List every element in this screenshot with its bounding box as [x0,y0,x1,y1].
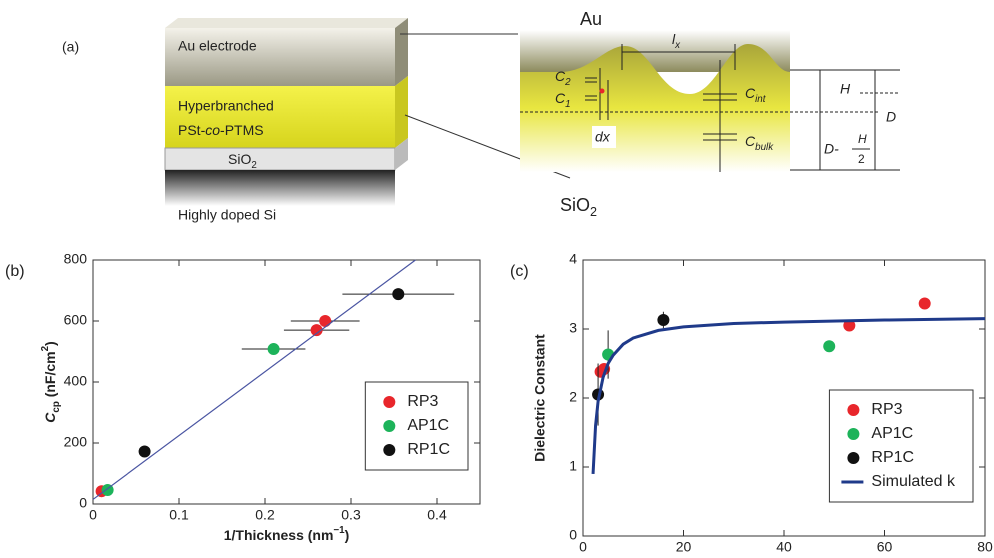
point [139,446,151,458]
au-top-face [165,18,408,28]
point [657,314,669,326]
text-part: 2 [590,205,597,219]
legend-swatch [383,444,395,456]
text-part: 2 [564,77,571,88]
y-tick-label: 600 [64,312,88,328]
text-part: 1 [565,99,570,110]
text-part: int [755,94,767,105]
y-tick-label: 2 [569,389,577,405]
legend-label: RP1C [407,441,450,458]
stack-label: Au electrode [178,38,257,54]
x-tick-label: 60 [877,539,893,555]
panel-label: (a) [62,39,79,55]
legend-swatch [847,404,859,416]
si-block [165,170,395,206]
stack-label: Highly doped Si [178,207,276,223]
y-tick-label: 0 [569,527,577,543]
text-part: cp [51,401,62,412]
x-tick-label: 0 [89,507,97,523]
text-part: 2 [251,160,256,171]
stack-label: Hyperbranched [178,98,274,114]
x-tick-label: 20 [676,539,692,555]
x-tick-label: 0.1 [169,507,189,523]
y-tick-label: 400 [64,373,88,389]
legend: RP3 AP1C RP1C [365,382,468,470]
y-tick-label: 4 [569,251,577,267]
legend-label: AP1C [407,417,449,434]
element-dot [600,89,605,94]
y-tick-label: 800 [64,251,88,267]
zoom-label: Au [580,9,602,29]
text-part: SiO [228,151,251,167]
legend-label: Simulated k [871,473,956,490]
dim-label: H [840,81,851,97]
text-part: bulk [755,142,774,153]
x-tick-label: 40 [776,539,792,555]
dim-label: D- [824,141,839,157]
oxide-block [165,148,395,170]
point [392,288,404,300]
point [823,340,835,352]
legend-swatch [383,396,395,408]
legend-swatch [847,428,859,440]
dim-label: D [886,109,896,125]
point [268,343,280,355]
y-tick-label: 200 [64,434,88,450]
text-part: ) [42,341,58,346]
y-tick-label: 1 [569,458,577,474]
zoom-label: SiO2 [560,195,597,220]
y-axis-label: Dielectric Constant [532,334,548,462]
x-tick-label: 0 [579,539,587,555]
legend-label: RP3 [407,393,438,410]
panel-label: (b) [5,263,25,280]
figure: (a) Au electrode Hyperbranched PSt-co-PT… [0,0,994,558]
legend: RP3 AP1C RP1C Simulated k [829,390,973,502]
panel-label: (c) [510,263,529,280]
dim-label: 2 [858,152,865,166]
legend-swatch [383,420,395,432]
text-part: ) [345,527,350,543]
y-axis-label: Ccp (nF/cm2) [40,341,62,422]
panel-a: (a) Au electrode Hyperbranched PSt-co-PT… [62,9,900,223]
text-part: −1 [333,525,345,536]
x-tick-label: 0.4 [427,507,447,523]
film-block [165,86,395,148]
x-axis-label: 1/Thickness (nm−1) [224,525,350,543]
text-part: SiO [560,195,590,215]
au-block [165,28,395,86]
legend-label: RP1C [871,449,914,466]
text-part: PSt- [178,122,206,138]
film-side [395,76,408,148]
dim-label: H [858,132,867,146]
dx-label: dx [595,129,611,145]
x-tick-label: 0.2 [255,507,275,523]
x-tick-label: 0.3 [341,507,361,523]
legend-label: RP3 [871,401,902,418]
x-tick-label: 80 [977,539,993,555]
text-part: -PTMS [220,122,264,138]
point [319,315,331,327]
text-part: co [205,122,220,138]
stack-label: PSt-co-PTMS [178,122,264,138]
text-part: (nF/cm [42,351,58,401]
au-side [395,18,408,86]
legend-label: AP1C [871,425,913,442]
y-tick-label: 3 [569,320,577,336]
legend-swatch [847,452,859,464]
y-tick-label: 0 [79,495,87,511]
point [919,297,931,309]
text-part: 1/Thickness (nm [224,527,334,543]
